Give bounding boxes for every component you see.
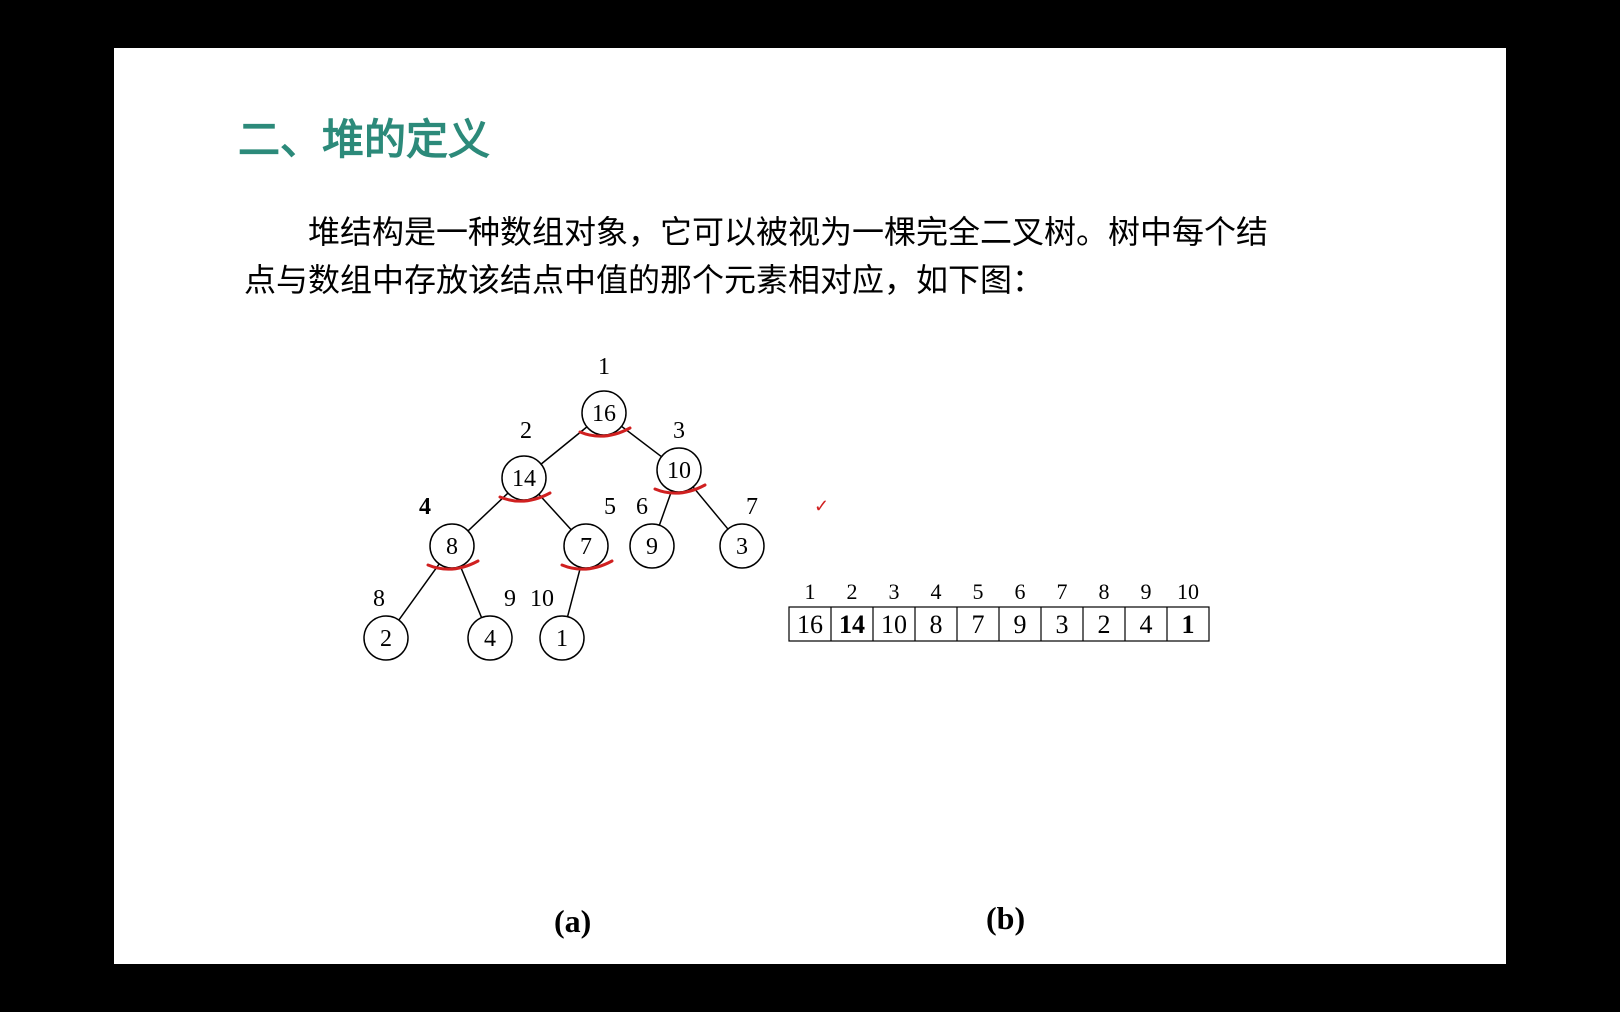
array-index-label: 3 — [889, 579, 900, 604]
array-index-label: 10 — [1177, 579, 1199, 604]
tree-index-label: 1 — [598, 354, 610, 380]
tree-index-label: 3 — [673, 418, 685, 444]
tree-index-label: 2 — [520, 418, 532, 444]
array-index-label: 5 — [973, 579, 984, 604]
tree-node-value: 3 — [736, 534, 748, 560]
tree-index-label: 9 — [504, 586, 516, 612]
tree-edge — [693, 487, 728, 529]
tree-edge — [539, 494, 571, 529]
array-cell-value: 14 — [839, 610, 865, 639]
tree-edge — [659, 491, 671, 526]
array-cell-value: 10 — [881, 610, 907, 639]
slide-title: 二、堆的定义 — [238, 106, 490, 167]
tree-edge — [460, 566, 481, 617]
tree-index-label: 7 — [746, 494, 758, 520]
slide-content: 二、堆的定义 堆结构是一种数组对象，它可以被视为一棵完全二叉树。树中每个结点与数… — [114, 48, 1506, 964]
array-cell-value: 9 — [1014, 610, 1027, 639]
array-index-label: 2 — [847, 579, 858, 604]
tree-node-value: 4 — [484, 626, 496, 652]
diagram-area: 161410879324112345678910 ✓ 1234567891016… — [234, 318, 1334, 768]
tree-index-label: 8 — [373, 586, 385, 612]
tree-index-label: 5 — [604, 494, 616, 520]
tree-node-value: 7 — [580, 534, 592, 560]
heap-array-diagram: 123456789101614108793241 — [779, 573, 1239, 653]
tree-node-value: 8 — [446, 534, 458, 560]
array-cell-value: 2 — [1098, 610, 1111, 639]
array-index-label: 4 — [931, 579, 942, 604]
array-cell-value: 16 — [797, 610, 823, 639]
tree-edge — [399, 564, 439, 620]
array-index-label: 1 — [805, 579, 816, 604]
tree-index-label: 10 — [530, 586, 554, 612]
array-cell-value: 8 — [930, 610, 943, 639]
tree-index-label: 6 — [636, 494, 648, 520]
heap-tree-diagram: 16 14 10 8 7 9 3 2 4 1 1 2 3 4 56 7 8 9 10 — [234, 318, 834, 698]
caption-b: (b) — [986, 900, 1025, 937]
tree-node-value: 1 — [556, 626, 568, 652]
array-index-label: 7 — [1057, 579, 1068, 604]
tree-edge — [568, 567, 581, 616]
array-cell-value: 7 — [972, 610, 985, 639]
tree-node-value: 16 — [592, 401, 616, 427]
tree-node-value: 2 — [380, 626, 392, 652]
array-cell-value: 4 — [1140, 610, 1153, 639]
tree-index-label: 4 — [419, 494, 431, 520]
tree-node-value: 9 — [646, 534, 658, 560]
stray-red-mark: ✓ — [814, 496, 829, 517]
array-cell-value: 3 — [1056, 610, 1069, 639]
tree-node-value: 10 — [667, 458, 691, 484]
array-index-label: 6 — [1015, 579, 1026, 604]
caption-a: (a) — [554, 903, 591, 940]
slide-body: 堆结构是一种数组对象，它可以被视为一棵完全二叉树。树中每个结点与数组中存放该结点… — [244, 208, 1284, 304]
array-index-label: 8 — [1099, 579, 1110, 604]
body-text-span: 堆结构是一种数组对象，它可以被视为一棵完全二叉树。树中每个结点与数组中存放该结点… — [244, 214, 1268, 298]
array-index-label: 9 — [1141, 579, 1152, 604]
array-cell-value: 1 — [1182, 610, 1195, 639]
tree-node-value: 14 — [512, 466, 536, 492]
